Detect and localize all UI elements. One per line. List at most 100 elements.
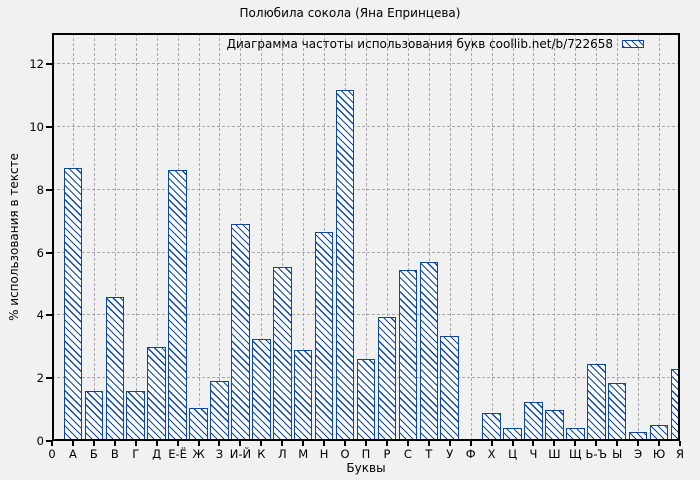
x-tick-label: Ч [529, 447, 538, 461]
y-tick-mark [46, 314, 52, 317]
x-tick-mark [113, 441, 116, 446]
x-tick-label: Я [676, 447, 684, 461]
x-tick-label: Ц [508, 447, 517, 461]
bar-Я [670, 368, 680, 441]
gridline-vertical [261, 33, 263, 441]
x-tick-mark [658, 441, 661, 446]
bar-Ш [545, 409, 564, 441]
gridline-vertical [659, 33, 661, 441]
x-tick-mark [92, 441, 95, 446]
chart-title: Полюбила сокола (Яна Епринцева) [239, 6, 461, 20]
gridline-vertical [470, 33, 472, 441]
y-tick-label: 8 [36, 182, 44, 197]
x-tick-label: А [68, 447, 77, 461]
bar-У [440, 335, 459, 441]
gridline-vertical [428, 33, 430, 441]
x-tick-label: В [110, 447, 119, 461]
x-tick-mark [595, 441, 598, 446]
x-tick-label: У [446, 447, 454, 461]
legend-label: Диаграмма частоты использования букв coo… [226, 37, 613, 51]
bar-Щ [566, 428, 585, 441]
x-tick-label: Ы [612, 447, 623, 461]
bar-М [293, 350, 313, 441]
x-tick-mark [323, 441, 326, 446]
y-tick-label: 0 [36, 434, 44, 448]
x-tick-label: К [257, 447, 266, 461]
y-tick-label: 12 [29, 57, 44, 72]
x-tick-label: М [298, 447, 309, 461]
bar-К [252, 339, 271, 441]
gridline-vertical [282, 33, 284, 441]
y-tick-mark [46, 440, 52, 442]
x-tick-label: Щ [569, 447, 582, 461]
x-tick-mark [448, 441, 451, 446]
gridline-vertical [596, 33, 598, 441]
x-tick-label: Е-Ё [168, 447, 187, 461]
x-tick-label: Ю [652, 447, 666, 461]
x-tick-mark [406, 441, 409, 446]
bar-В [105, 296, 125, 441]
bar-А [63, 167, 83, 441]
x-tick-label: Ф [465, 447, 476, 461]
x-tick-mark [616, 441, 619, 446]
bar-Ю [649, 425, 669, 441]
x-tick-label: Х [487, 447, 496, 461]
gridline-vertical [491, 33, 493, 441]
gridline-vertical [638, 33, 640, 441]
x-tick-label: Г [132, 447, 140, 461]
legend: Диаграмма частоты использования букв coo… [227, 37, 644, 51]
gridline-vertical [303, 33, 305, 441]
x-tick-label: Н [319, 447, 329, 461]
x-tick-mark [155, 441, 158, 446]
x-tick-label: Б [89, 447, 98, 461]
bar-Ь-Ъ [587, 364, 606, 441]
x-tick-mark [469, 441, 472, 446]
bar-Т [419, 262, 439, 441]
x-tick-mark [385, 441, 388, 446]
gridline-vertical [156, 33, 158, 441]
bar-Е-Ё [168, 169, 187, 441]
x-tick-label: Э [634, 447, 643, 461]
y-tick-label: 2 [36, 371, 44, 386]
x-tick-mark [344, 441, 347, 446]
x-tick-mark [365, 441, 367, 446]
x-tick-label: Д [152, 447, 162, 461]
y-tick-label: 6 [36, 245, 44, 260]
y-tick-label: 10 [29, 120, 44, 135]
x-tick-mark [532, 441, 535, 446]
gridline-vertical [512, 33, 514, 441]
x-tick-mark [553, 441, 556, 446]
bar-Ж [189, 408, 208, 441]
x-tick-mark [218, 441, 221, 446]
x-tick-label: 0 [48, 447, 56, 461]
gridline-vertical [219, 33, 221, 441]
bar-Л [273, 266, 292, 441]
x-tick-mark [490, 441, 493, 446]
x-axis-label: Буквы [346, 461, 386, 475]
gridline-vertical [198, 33, 200, 441]
x-tick-label: С [403, 447, 412, 461]
gridline-vertical [135, 33, 137, 441]
gridline-vertical [554, 33, 556, 441]
y-tick-mark [46, 126, 52, 129]
x-tick-label: О [340, 447, 350, 461]
x-tick-mark [134, 441, 137, 446]
bar-П [356, 359, 376, 441]
gridline-vertical [617, 33, 619, 441]
x-tick-mark [574, 441, 577, 446]
bar-Б [84, 390, 104, 441]
x-tick-label: И-Й [229, 447, 252, 461]
plot-area: Диаграмма частоты использования букв coo… [52, 33, 680, 441]
bar-Х [482, 412, 501, 441]
gridline-vertical [114, 33, 116, 441]
x-tick-mark [51, 441, 53, 446]
x-tick-label: Т [425, 447, 433, 461]
x-tick-label: З [215, 447, 224, 461]
y-tick-label: 4 [36, 308, 44, 323]
x-tick-label: Р [383, 447, 391, 461]
x-tick-mark [679, 441, 681, 446]
y-tick-mark [46, 251, 52, 254]
x-tick-mark [197, 441, 200, 446]
x-tick-mark [239, 441, 242, 446]
